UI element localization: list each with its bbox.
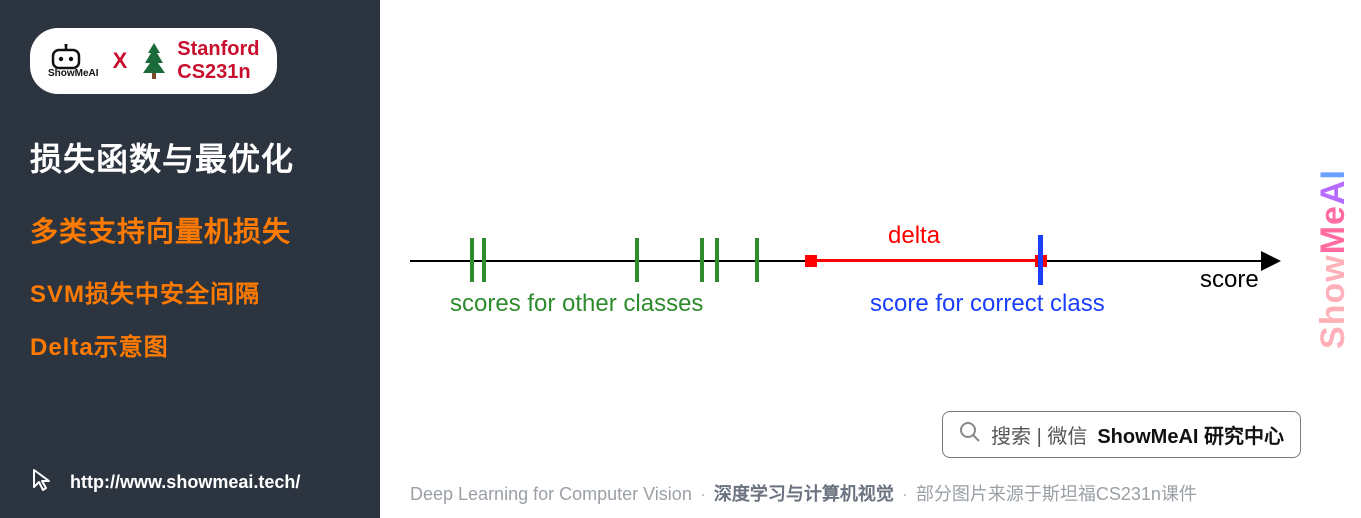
other-classes-label: scores for other classes xyxy=(450,290,703,318)
green-tick xyxy=(470,238,474,282)
footer-cn: 深度学习与计算机视觉 xyxy=(714,480,894,506)
green-tick xyxy=(755,238,759,282)
search-prefix: 搜索 | 微信 xyxy=(991,420,1087,449)
subtitle-2: SVM损失中安全间隔 xyxy=(30,274,350,309)
website-link[interactable]: http://www.showmeai.tech/ xyxy=(30,467,350,498)
search-icon xyxy=(959,421,981,449)
search-hint[interactable]: 搜索 | 微信 ShowMeAI 研究中心 xyxy=(942,411,1301,458)
footer: Deep Learning for Computer Vision · 深度学习… xyxy=(410,480,1331,506)
footer-eng: Deep Learning for Computer Vision xyxy=(410,484,692,505)
subtitle-1: 多类支持向量机损失 xyxy=(30,210,350,250)
sidebar: ShowMeAI X Stanford CS231n 损失函数与最优化 多类支持… xyxy=(0,0,380,518)
course-badge: ShowMeAI X Stanford CS231n xyxy=(30,28,277,94)
green-tick xyxy=(482,238,486,282)
subtitle-3: Delta示意图 xyxy=(30,327,350,362)
badge-x: X xyxy=(113,48,128,74)
page-title: 损失函数与最优化 xyxy=(30,134,350,180)
cursor-icon xyxy=(30,467,56,498)
footer-credit: 部分图片来源于斯坦福CS231n课件 xyxy=(916,480,1197,506)
green-tick xyxy=(715,238,719,282)
delta-bar xyxy=(811,259,1041,262)
watermark: ShowMeAI xyxy=(1314,169,1353,349)
correct-class-label: score for correct class xyxy=(870,290,1105,318)
website-url: http://www.showmeai.tech/ xyxy=(70,472,300,493)
blue-tick xyxy=(1038,235,1043,285)
showme-label: ShowMeAI xyxy=(48,68,99,79)
stanford-tree-icon xyxy=(141,41,167,81)
green-tick xyxy=(700,238,704,282)
delta-label: delta xyxy=(888,222,940,250)
showmeai-logo: ShowMeAI xyxy=(48,44,99,79)
axis-arrowhead xyxy=(1261,251,1281,271)
main-panel: ShowMeAI delta scores for other classes … xyxy=(380,0,1361,518)
search-bold: ShowMeAI 研究中心 xyxy=(1097,420,1284,449)
stanford-label: Stanford CS231n xyxy=(177,38,259,84)
green-tick xyxy=(635,238,639,282)
score-axis-label: score xyxy=(1200,266,1259,294)
svm-margin-diagram: delta scores for other classes score for… xyxy=(410,210,1281,350)
